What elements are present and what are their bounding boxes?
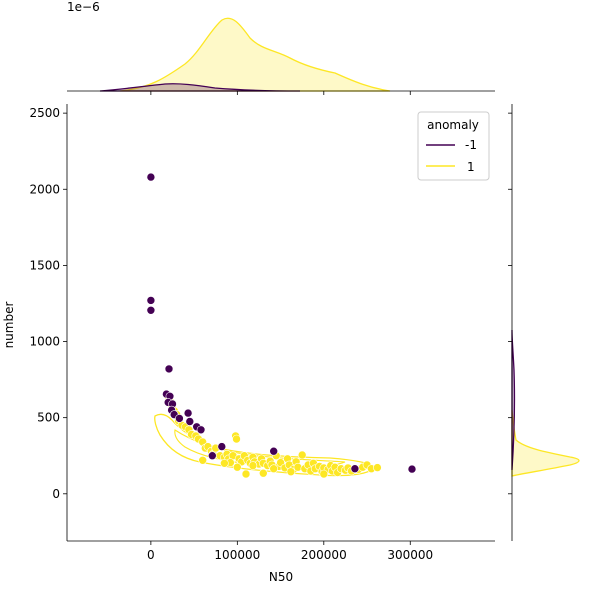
scatter-point-series-1-75: [269, 464, 279, 474]
y-tick-label-0: 0: [52, 487, 60, 501]
scatter-point-series--1-3: [164, 364, 174, 374]
scatter-point-series-1-24: [232, 434, 241, 444]
scatter-point-series-1-71: [258, 468, 268, 478]
scatter-point-series-1-47: [297, 450, 307, 460]
main-axes: 0 100000 200000 300000 0 500 1000 1500 2000 2500…: [2, 91, 512, 584]
scatter-point-series--1-0: [146, 172, 156, 182]
x-ticks: 0 100000 200000 300000: [147, 91, 433, 562]
scatter-point-series--1-15: [217, 442, 227, 451]
scatter-point-series--1-18: [350, 464, 360, 474]
right-marginal-yellow-fill: [511, 409, 580, 477]
scatter-point-series--1-10: [175, 414, 184, 423]
top-marginal-scale-label: 1e−6: [67, 0, 100, 14]
scatter-point-series-1-79: [233, 462, 242, 472]
scatter-point-series-1-72: [198, 455, 207, 465]
scatter-point-series-1-77: [319, 469, 329, 479]
top-marginal: 1e−6: [67, 0, 495, 92]
scatter-point-series--1-1: [146, 296, 156, 305]
legend-title: anomaly: [427, 118, 479, 132]
y-tick-label-4: 2000: [29, 182, 60, 196]
scatter-point-series--1-19: [407, 464, 417, 474]
x-axis-label: N50: [269, 570, 293, 584]
scatter-point-series-1-70: [241, 469, 251, 479]
top-marginal-purple-fill: [99, 83, 301, 92]
y-tick-label-2: 1000: [29, 335, 60, 349]
scatter-points: [146, 172, 417, 479]
scatter-point-series--1-2: [146, 305, 156, 315]
axis-spines: [66, 104, 495, 542]
scatter-point-series--1-12: [185, 417, 195, 426]
y-tick-label-3: 1500: [29, 258, 60, 272]
right-marginal: [511, 104, 580, 541]
scatter-point-series-1-78: [220, 458, 229, 468]
x-tick-label-1: 100000: [214, 548, 260, 562]
scatter-point-series--1-11: [183, 408, 193, 418]
legend-frame: [417, 111, 490, 181]
y-tick-label-1: 500: [37, 411, 60, 425]
legend-label-2: 1: [467, 160, 475, 174]
x-tick-label-2: 200000: [301, 548, 347, 562]
y-tick-label-5: 2500: [29, 106, 60, 120]
y-axis-label: number: [2, 302, 16, 349]
scatter-point-series--1-14: [196, 425, 206, 435]
scatter-point-series-1-69: [373, 463, 382, 472]
scatter-point-series-1-74: [248, 461, 258, 470]
x-tick-label-0: 0: [147, 548, 155, 562]
scatter-point-series--1-17: [269, 446, 279, 456]
y-ticks: 0 500 1000 1500 2000 2500: [29, 106, 512, 501]
scatter-point-series--1-16: [208, 451, 217, 461]
scatter-point-series-1-46: [293, 462, 303, 472]
legend-label-1: -1: [465, 138, 477, 152]
legend: anomaly -1 1: [417, 111, 490, 181]
scatter-point-series-1-76: [286, 467, 296, 477]
top-marginal-yellow-fill: [119, 17, 391, 92]
x-tick-label-3: 300000: [387, 548, 433, 562]
